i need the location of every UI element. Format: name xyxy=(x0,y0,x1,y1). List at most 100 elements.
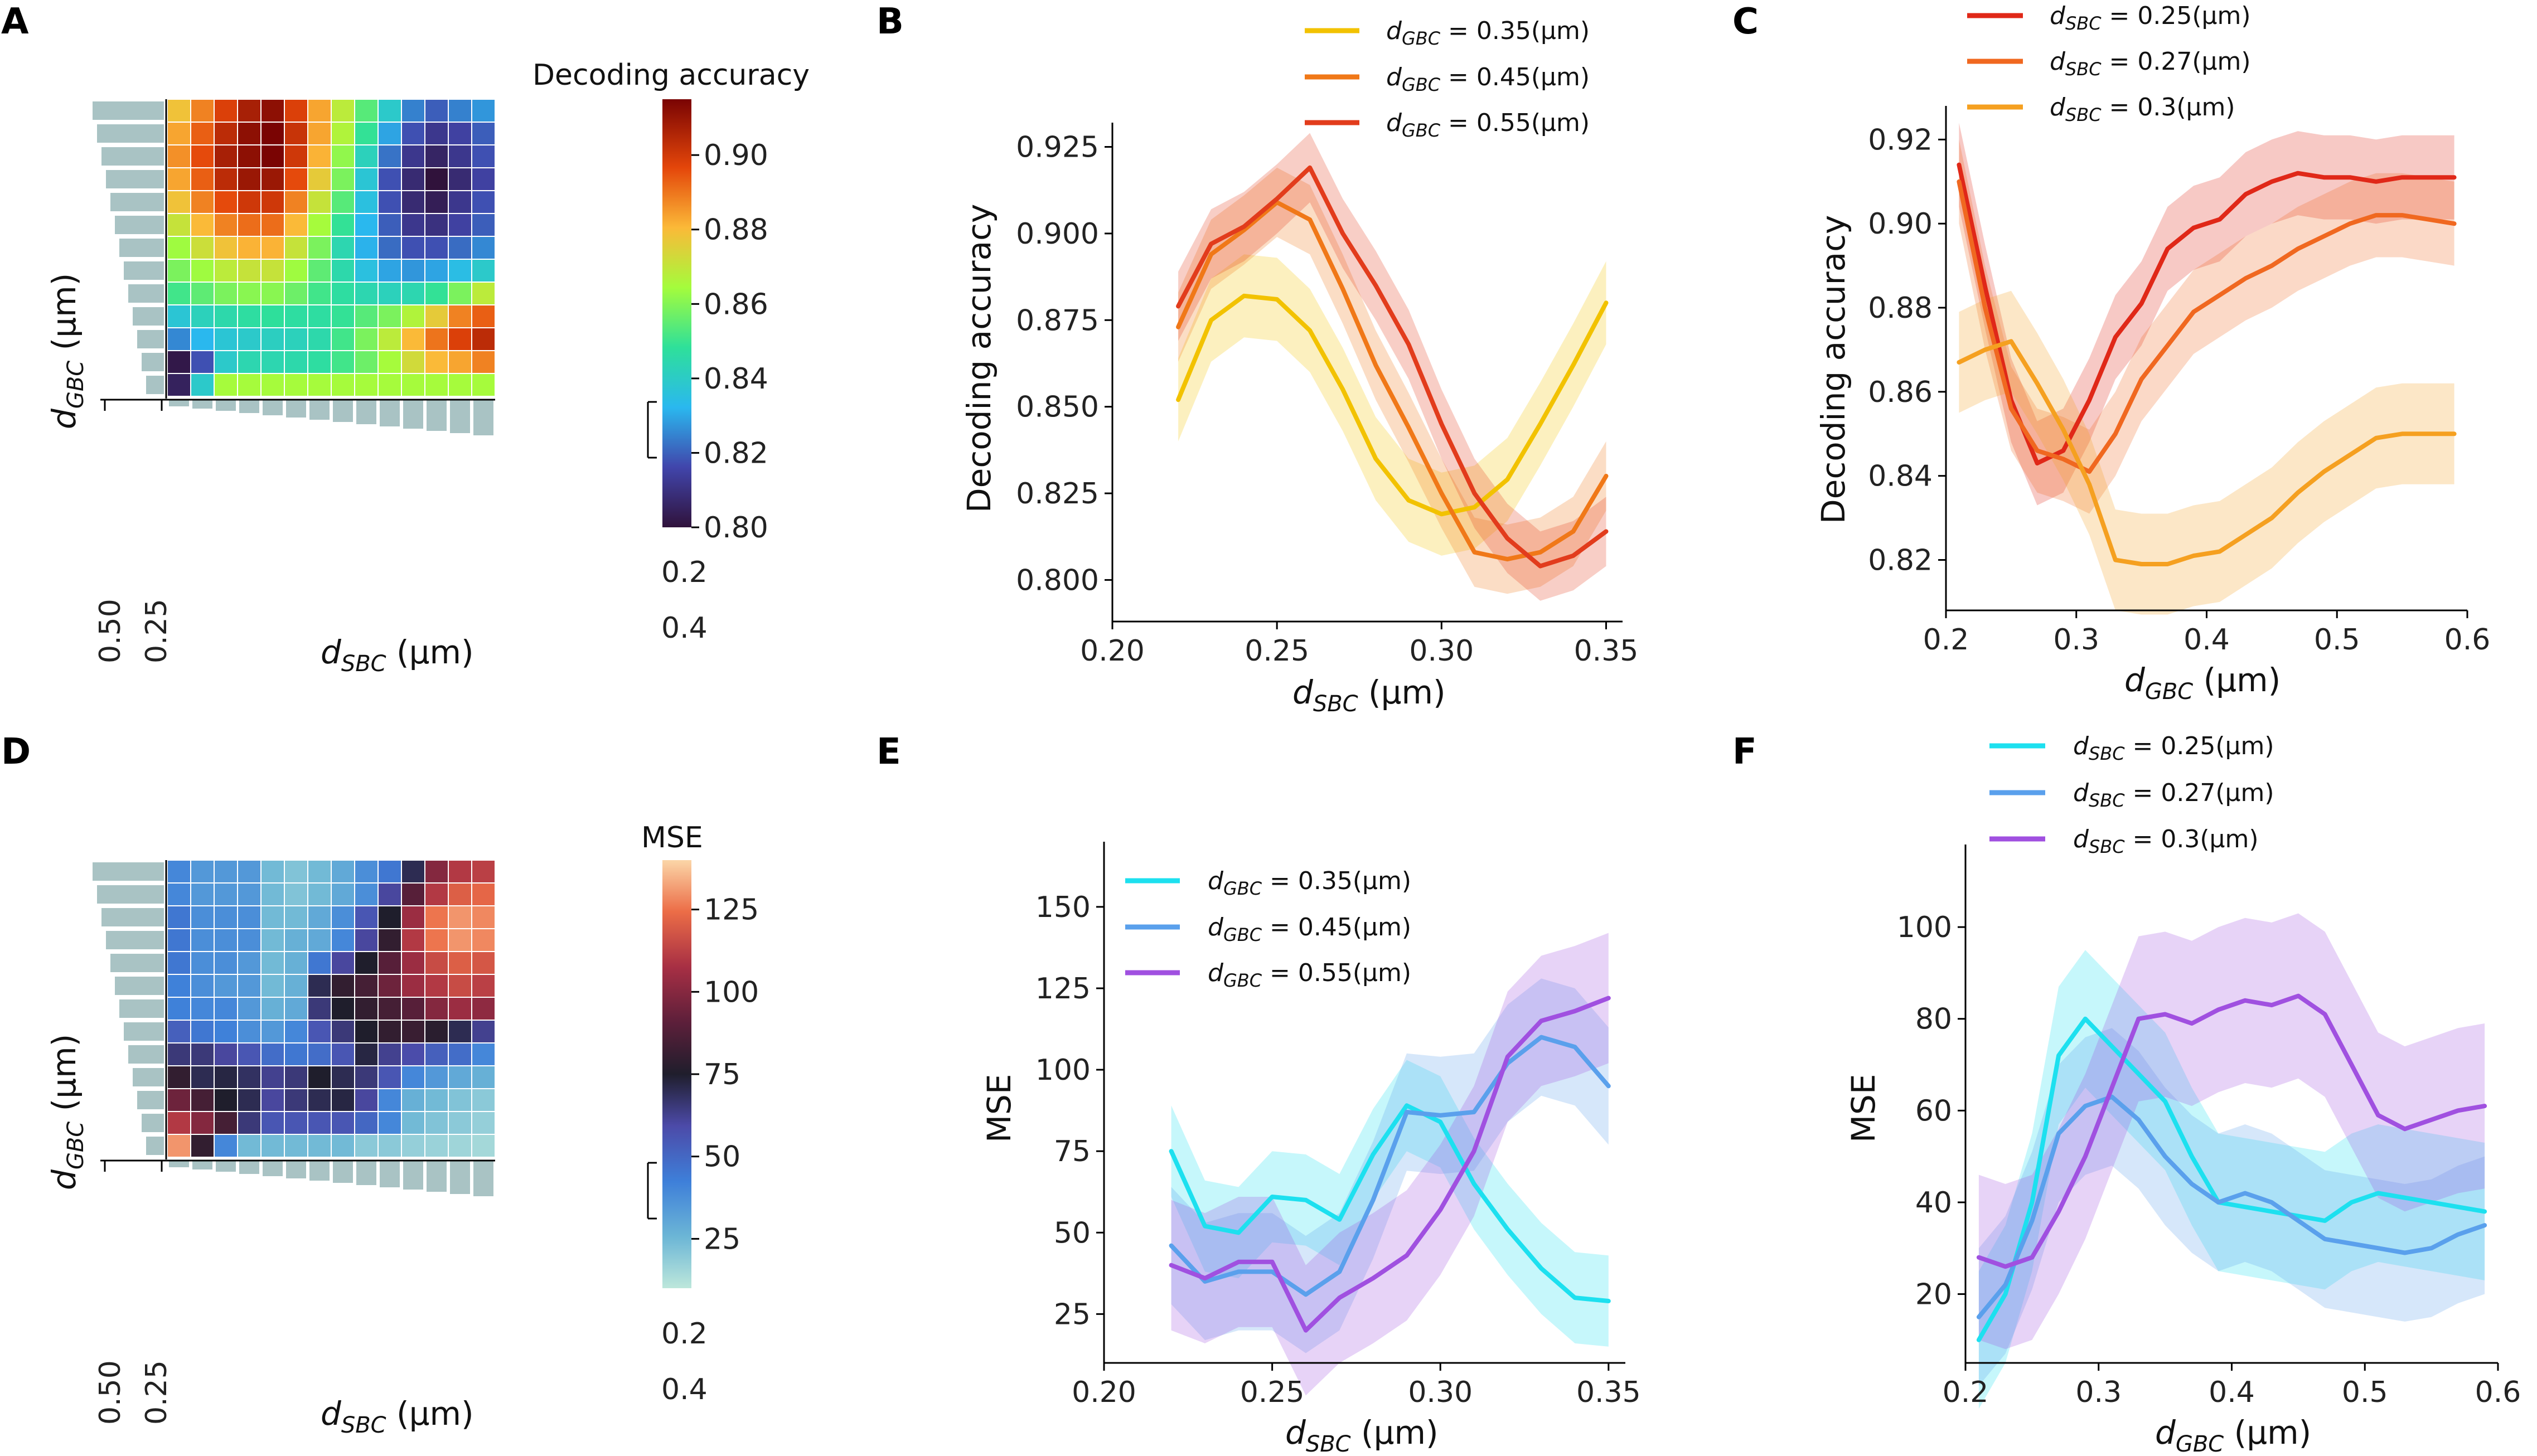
series-line xyxy=(1957,339,2457,566)
heatmap-cell xyxy=(448,373,472,397)
heatmap-cell xyxy=(237,882,262,906)
heatmap-cell xyxy=(190,905,215,929)
y-tick-label: 0.800 xyxy=(1016,564,1099,597)
heatmap-cell xyxy=(237,213,262,237)
heatmap-cell xyxy=(237,190,262,214)
heatmap-cell xyxy=(471,122,496,145)
heatmap-cell xyxy=(354,373,379,397)
y-tick-label: 0.825 xyxy=(1016,477,1099,511)
heatmap-cell xyxy=(401,236,425,260)
y-tick-label: 0.875 xyxy=(1016,304,1099,337)
heatmap-cell xyxy=(307,860,332,884)
legend-b-label-1: dGBC = 0.35(μm) xyxy=(1386,17,1590,49)
heatmap-cell xyxy=(401,144,425,168)
heatmap-cell xyxy=(167,1088,191,1112)
heatmap-cell xyxy=(377,1020,402,1044)
dendrogram-leaf xyxy=(124,1022,164,1041)
colorbar-d-ticks: 25 50 75 100 125 xyxy=(691,894,759,1256)
heatmap-cell xyxy=(331,122,355,145)
heatmap-cell xyxy=(448,304,472,328)
legend-f: dSBC = 0.25(μm) dSBC = 0.27(μm) dSBC = 0… xyxy=(1989,732,2274,857)
heatmap-cell xyxy=(260,350,285,374)
heatmap-cell xyxy=(354,350,379,374)
heatmap-cell xyxy=(331,350,355,374)
heatmap-cell xyxy=(424,1020,449,1044)
colorbar-tick-label: 100 xyxy=(704,975,759,1009)
heatmap-cell xyxy=(424,1111,449,1135)
heatmap-cell xyxy=(214,1134,238,1158)
heatmap-cell xyxy=(237,997,262,1021)
dendrogram-leaf xyxy=(128,1045,164,1064)
linechart-c-ylabel: Decoding accuracy xyxy=(1814,215,1852,524)
colorbar-a-ticks: 0.80 0.82 0.84 0.86 0.88 0.90 xyxy=(691,139,768,545)
heatmap-cell xyxy=(284,1088,308,1112)
heatmap-cell xyxy=(214,213,238,237)
linechart-f-ylabel: MSE xyxy=(1844,1074,1882,1143)
panel-label-c: C xyxy=(1732,1,1759,42)
heatmap-cell xyxy=(190,99,215,123)
y-tick-label: 100 xyxy=(1035,1054,1091,1087)
heatmap-cell xyxy=(377,882,402,906)
heatmap-cell xyxy=(424,327,449,351)
heatmap-cell xyxy=(354,282,379,305)
y-tick-label: 0.90 xyxy=(1868,207,1933,241)
dendrogram-leaf xyxy=(146,376,164,394)
heatmap-cell xyxy=(331,190,355,214)
heatmap-cell xyxy=(471,213,496,237)
heatmap-cell xyxy=(214,1065,238,1089)
dendrogram-leaf xyxy=(239,1161,259,1174)
heatmap-cell xyxy=(214,882,238,906)
heatmap-cell xyxy=(237,259,262,283)
dendrogram-leaf xyxy=(128,284,164,303)
heatmap-cell xyxy=(354,236,379,260)
heatmap-cell xyxy=(260,373,285,397)
dendrogram-leaf xyxy=(380,1161,400,1187)
heatmap-cell xyxy=(377,213,402,237)
heatmap-cell xyxy=(424,350,449,374)
heatmap-cell xyxy=(190,350,215,374)
heatmap-cell xyxy=(377,905,402,929)
heatmap-cell xyxy=(214,928,238,952)
heatmap-cell xyxy=(448,1020,472,1044)
heatmap-cell xyxy=(237,951,262,975)
panel-label-d: D xyxy=(1,731,31,773)
y-tick-label: 0.82 xyxy=(1868,544,1933,577)
heatmap-cell xyxy=(307,1088,332,1112)
heatmap-cell xyxy=(354,905,379,929)
heatmap-cell xyxy=(354,122,379,145)
heatmap-cell xyxy=(167,350,191,374)
heatmap-cell xyxy=(331,905,355,929)
heatmap-cell xyxy=(237,1111,262,1135)
heatmap-cell xyxy=(448,974,472,998)
heatmap-cell xyxy=(424,1042,449,1066)
heatmap-cell xyxy=(401,974,425,998)
heatmap-cell xyxy=(214,122,238,145)
heatmap-cell xyxy=(307,167,332,191)
heatmap-cell xyxy=(167,928,191,952)
heatmap-cell xyxy=(167,236,191,260)
heatmap-cell xyxy=(401,213,425,237)
heatmap-cell xyxy=(214,259,238,283)
heatmap-d-ylabel: dGBC (μm) xyxy=(45,1034,89,1190)
heatmap-cell xyxy=(190,1134,215,1158)
colorbar-tick-label: 0.88 xyxy=(704,213,768,247)
heatmap-cell xyxy=(237,928,262,952)
heatmap-cell xyxy=(424,951,449,975)
heatmap-cell xyxy=(354,259,379,283)
heatmap-cell xyxy=(260,882,285,906)
heatmap-cell xyxy=(307,122,332,145)
heatmap-cell xyxy=(401,928,425,952)
heatmap-cell xyxy=(307,1065,332,1089)
heatmap-cell xyxy=(331,167,355,191)
heatmap-cell xyxy=(260,860,285,884)
x-tick-label: 0.5 xyxy=(2342,1376,2388,1409)
heatmap-cell xyxy=(354,860,379,884)
heatmap-cell xyxy=(377,860,402,884)
heatmap-cell xyxy=(284,882,308,906)
heatmap-cell xyxy=(260,190,285,214)
dendrogram-leaf xyxy=(110,954,164,972)
legend-f-label-3: dSBC = 0.3(μm) xyxy=(2073,825,2259,857)
heatmap-cell xyxy=(448,236,472,260)
heatmap-cell xyxy=(377,1088,402,1112)
heatmap-cell xyxy=(377,928,402,952)
